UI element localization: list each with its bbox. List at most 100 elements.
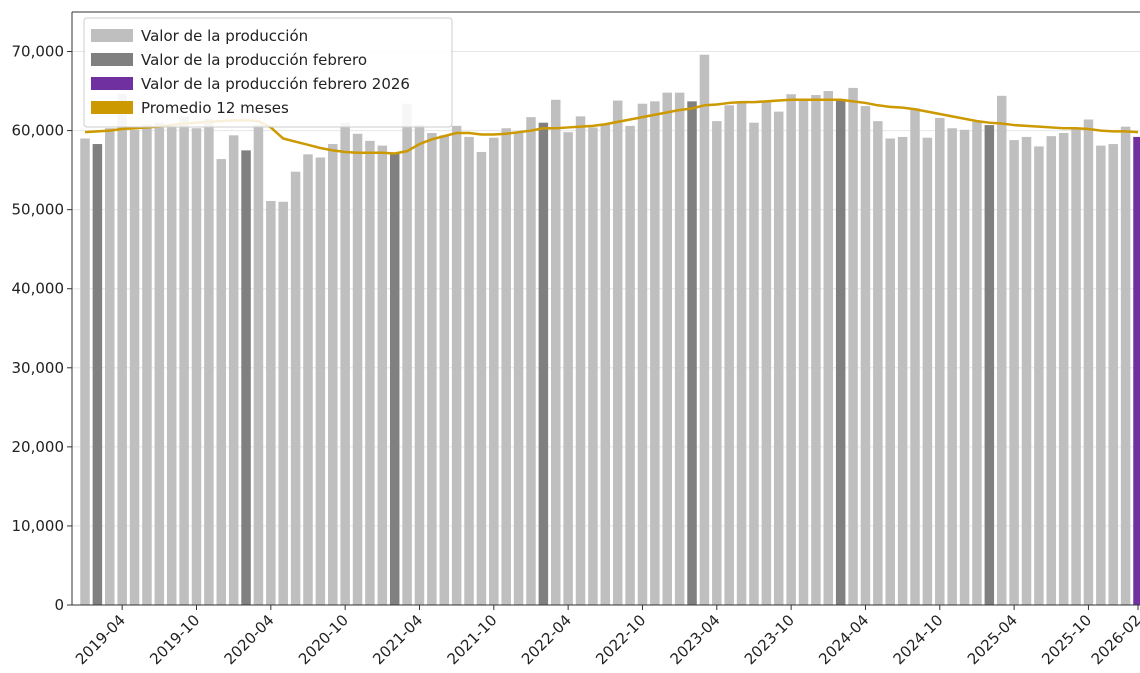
- bar: [1034, 146, 1044, 605]
- bar: [513, 132, 524, 605]
- bar: [773, 111, 784, 606]
- y-tick-label: 20,000: [12, 438, 65, 456]
- x-tick-label: 2026-02: [1088, 611, 1140, 668]
- bar: [191, 128, 202, 605]
- bar: [848, 87, 858, 606]
- bar: [290, 171, 301, 605]
- x-tick-label: 2025-04: [964, 611, 1021, 668]
- bar: [253, 125, 264, 605]
- bar: [142, 124, 152, 606]
- bar: [439, 135, 450, 605]
- x-tick-label: 2023-10: [741, 611, 798, 668]
- bar: [674, 92, 685, 605]
- bar: [117, 94, 127, 605]
- x-tick-label: 2020-04: [221, 611, 278, 668]
- bar: [303, 154, 313, 605]
- bar: [1133, 136, 1140, 605]
- bar: [736, 102, 747, 605]
- bar: [922, 137, 933, 605]
- bar: [835, 100, 846, 606]
- bar: [389, 153, 400, 605]
- bar: [476, 151, 487, 605]
- bar: [984, 125, 995, 605]
- bar: [637, 103, 648, 605]
- bar: [501, 128, 511, 605]
- bar: [377, 145, 388, 605]
- bar: [687, 101, 697, 605]
- bar: [1096, 145, 1106, 605]
- x-tick-label: 2021-10: [444, 611, 501, 668]
- x-tick-label: 2022-10: [592, 611, 649, 668]
- legend-swatch: [91, 77, 133, 90]
- x-tick-label: 2019-04: [72, 611, 129, 668]
- legend-label: Valor de la producción febrero: [141, 51, 367, 69]
- bar: [365, 140, 375, 605]
- legend-label: Promedio 12 meses: [141, 99, 289, 117]
- bar: [1021, 136, 1032, 605]
- bar: [538, 122, 549, 606]
- bar: [402, 103, 412, 605]
- legend-box: [83, 17, 453, 128]
- bar: [811, 95, 821, 606]
- bar: [612, 100, 623, 606]
- bar: [414, 125, 425, 605]
- bar: [278, 201, 288, 605]
- bar: [427, 132, 437, 606]
- legend-swatch: [91, 29, 133, 42]
- legend-swatch: [91, 101, 133, 114]
- x-tick-label: 2020-10: [295, 611, 352, 668]
- bar: [1120, 126, 1131, 605]
- y-tick-label: 70,000: [12, 43, 65, 61]
- x-tick-label: 2023-04: [667, 611, 724, 668]
- bar: [179, 116, 189, 606]
- bar: [1009, 140, 1019, 605]
- bar: [489, 137, 499, 605]
- y-tick-label: 50,000: [12, 201, 65, 219]
- bar: [80, 138, 90, 606]
- bar: [798, 100, 809, 606]
- bar: [315, 157, 326, 605]
- bar: [575, 116, 586, 606]
- bar: [216, 159, 227, 605]
- bar: [749, 122, 759, 606]
- bar: [340, 122, 350, 606]
- bar: [786, 94, 796, 605]
- bar: [761, 102, 772, 606]
- y-tick-label: 30,000: [12, 359, 65, 377]
- bar: [1058, 132, 1069, 606]
- bar: [563, 132, 573, 605]
- bar: [650, 101, 660, 605]
- bar: [129, 129, 140, 605]
- bar: [712, 121, 722, 605]
- bar: [959, 129, 970, 605]
- bar: [662, 92, 672, 605]
- bar: [588, 127, 598, 606]
- y-tick-label: 40,000: [12, 280, 65, 298]
- bar: [228, 135, 239, 605]
- bar: [464, 136, 474, 605]
- bar: [947, 128, 957, 605]
- bar: [996, 95, 1007, 605]
- x-tick-label: 2019-10: [146, 611, 203, 668]
- bar: [204, 118, 214, 606]
- bar: [451, 125, 462, 605]
- bar: [241, 150, 251, 605]
- bar: [1083, 119, 1094, 605]
- bar: [885, 138, 895, 606]
- bar: [328, 144, 338, 606]
- bar: [154, 122, 165, 606]
- bar: [972, 121, 982, 606]
- bar: [625, 125, 635, 605]
- bar: [551, 99, 561, 605]
- bar: [873, 121, 883, 605]
- x-tick-label: 2024-04: [815, 611, 872, 668]
- y-tick-label: 10,000: [12, 517, 65, 535]
- y-tick-label: 60,000: [12, 122, 65, 140]
- x-tick-label: 2024-10: [890, 611, 947, 668]
- bar: [266, 200, 276, 605]
- bar: [910, 108, 920, 605]
- legend-label: Valor de la producción febrero 2026: [141, 75, 410, 93]
- bar: [352, 133, 363, 605]
- bar: [1071, 129, 1081, 605]
